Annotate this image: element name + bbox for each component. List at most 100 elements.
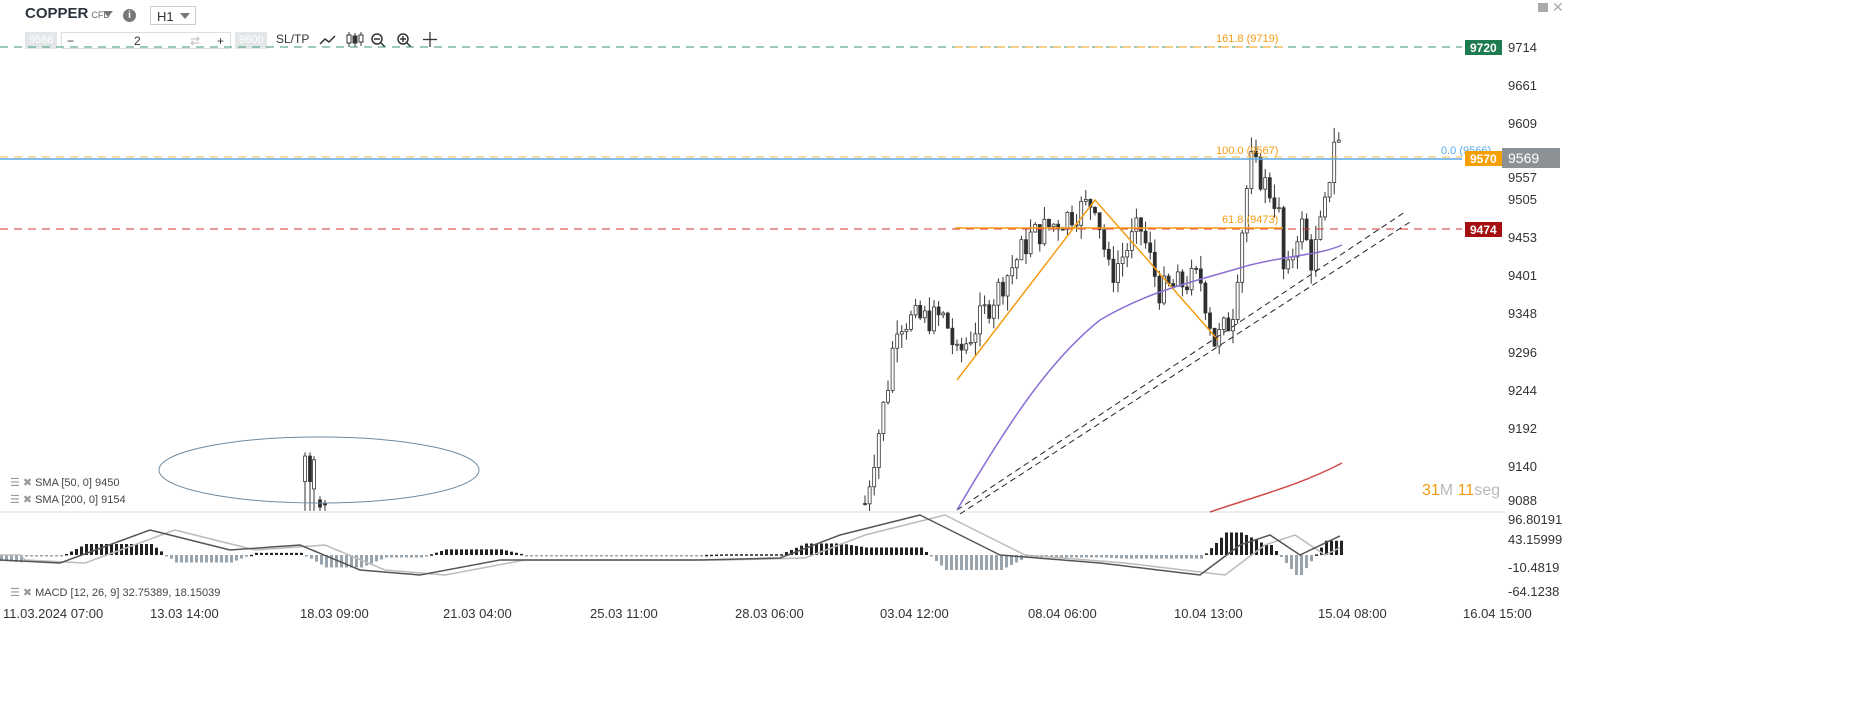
line-chart-icon[interactable] [319, 35, 336, 45]
close-icon[interactable]: ✕ [1552, 0, 1564, 15]
macd-histogram-bar [600, 555, 603, 557]
symbol-dropdown-icon[interactable] [103, 11, 113, 17]
macd-histogram-bar [360, 555, 363, 568]
timeframe-select[interactable]: H1 [150, 6, 196, 25]
timer-s: seg [1474, 482, 1500, 499]
macd-histogram-bar [345, 555, 348, 568]
macd-histogram-bar [110, 544, 113, 555]
macd-histogram-bar [645, 555, 648, 557]
candle [909, 310, 913, 332]
chevron-down-icon [180, 13, 190, 19]
macd-histogram-bar [180, 555, 183, 563]
macd-histogram-bar [1180, 555, 1183, 559]
increase-button[interactable]: + [217, 34, 225, 48]
sma50-line [956, 244, 1343, 511]
macd-histogram-bar [325, 555, 328, 568]
settings-icon[interactable]: ☰ [10, 477, 20, 489]
macd-histogram-bar [90, 544, 93, 555]
macd-histogram-bar [555, 555, 558, 557]
symbol-title[interactable]: COPPER CFD [25, 5, 110, 22]
settings-icon[interactable]: ☰ [10, 587, 20, 599]
macd-histogram-bar [230, 555, 233, 563]
macd-histogram-bar [580, 555, 583, 557]
macd-histogram-bar [1300, 555, 1303, 575]
macd-histogram-bar [925, 552, 928, 555]
candle [895, 320, 900, 363]
macd-tick: 96.80191 [1508, 512, 1563, 527]
macd-histogram-bar [455, 549, 458, 555]
macd-histogram-bar [450, 549, 453, 555]
candle [1024, 229, 1028, 264]
timer-m: M [1439, 482, 1454, 499]
candle [1088, 198, 1093, 221]
swap-icon[interactable]: ⇄ [190, 34, 201, 48]
minimize-icon[interactable] [1538, 3, 1548, 12]
macd-histogram-bar [1200, 555, 1203, 559]
candle [959, 337, 964, 363]
macd-histogram-bar [1295, 555, 1298, 575]
take-profit-tag[interactable]: 9720 [1465, 40, 1502, 55]
macd-histogram-bar [660, 555, 663, 557]
macd-histogram-bar [270, 552, 273, 555]
macd-histogram-bar [70, 551, 73, 555]
move-icon[interactable] [423, 32, 437, 47]
macd-histogram-bar [1160, 555, 1163, 559]
info-icon[interactable]: i [123, 9, 136, 22]
macd-histogram-bar [955, 555, 958, 570]
macd-histogram-bar [765, 554, 768, 556]
zoom-out-icon[interactable] [371, 33, 386, 48]
fib-618-label: 61.8 (9473) [1222, 214, 1279, 226]
macd-histogram-bar [625, 555, 628, 557]
macd-histogram-bar [935, 555, 938, 561]
stop-loss-tag[interactable]: 9474 [1465, 222, 1502, 237]
macd-histogram-bar [855, 545, 858, 555]
macd-histogram-bar [680, 555, 683, 557]
macd-histogram-bar [425, 555, 428, 557]
quantity-stepper[interactable]: − 2 ⇄ + [61, 32, 231, 49]
candle [1272, 184, 1277, 218]
macd-histogram-bar [820, 543, 823, 555]
sell-price-button[interactable]: 9568 [25, 32, 58, 49]
settings-icon[interactable]: ☰ [10, 494, 20, 506]
signal-line [0, 514, 1341, 576]
candle [1318, 210, 1323, 241]
macd-histogram-bar [175, 555, 178, 563]
remove-icon[interactable]: ✖ [22, 494, 33, 506]
order-tag[interactable]: 9570 [1465, 151, 1502, 166]
candle [1277, 197, 1281, 213]
candle [323, 499, 327, 511]
buy-price-button[interactable]: 9600 [235, 32, 268, 49]
sma200-legend: ☰ ✖ SMA [200, 0] 9154 [10, 493, 126, 506]
macd-histogram-bar [1325, 540, 1328, 555]
ellipse-drawing[interactable] [158, 436, 480, 504]
candle [913, 298, 918, 319]
macd-histogram-bar [1215, 542, 1218, 555]
macd-histogram-bar [60, 555, 63, 557]
remove-icon[interactable]: ✖ [22, 587, 33, 599]
macd-histogram-bar [155, 547, 158, 555]
macd-histogram-bar [830, 543, 833, 555]
candle [1056, 219, 1061, 241]
trend-line-lower[interactable] [959, 221, 1411, 515]
zoom-in-icon[interactable] [397, 33, 412, 48]
candle [1125, 243, 1130, 268]
zigzag-drawing[interactable] [956, 198, 1219, 381]
decrease-button[interactable]: − [67, 34, 75, 48]
sltp-button[interactable]: SL/TP [276, 32, 310, 46]
time-tick: 21.03 04:00 [443, 606, 512, 621]
macd-histogram-bar [755, 554, 758, 556]
candle [886, 380, 890, 405]
macd-histogram-bar [185, 555, 188, 563]
remove-icon[interactable]: ✖ [22, 477, 33, 489]
macd-histogram-bar [1150, 555, 1153, 559]
macd-histogram-bar [1260, 542, 1263, 555]
macd-histogram-bar [1005, 555, 1008, 568]
candlestick-icon[interactable] [346, 32, 364, 47]
candle [872, 454, 877, 496]
price-tick: 9453 [1508, 230, 1537, 245]
macd-histogram-bar [670, 555, 673, 557]
quantity-input[interactable]: 2 [134, 34, 141, 48]
candle [303, 452, 307, 511]
macd-histogram-bar [495, 549, 498, 555]
